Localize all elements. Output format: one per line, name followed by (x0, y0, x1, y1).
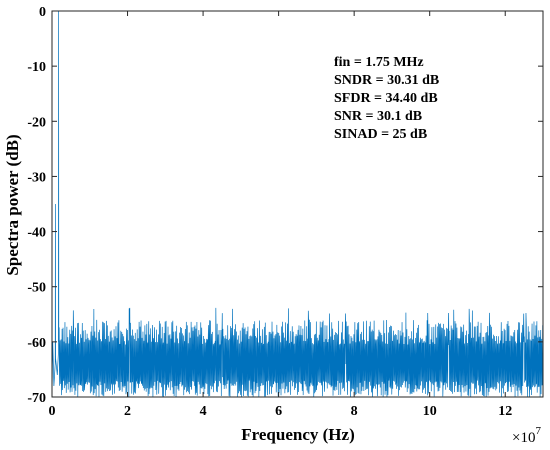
annotation-snr: SNR = 30.1 dB (334, 109, 422, 124)
y-tick-label: -70 (27, 391, 46, 406)
plot-area (51, 10, 544, 398)
y-tick-label: -60 (27, 336, 46, 351)
y-tick-label: -50 (27, 281, 46, 296)
x-axis-label: Frequency (Hz) (241, 425, 354, 444)
y-tick-label: 0 (39, 5, 46, 20)
annotation-fin: fin = 1.75 MHz (334, 55, 424, 70)
x-scale-base: ×10 (512, 430, 535, 446)
annotation-sfdr: SFDR = 34.40 dB (334, 91, 438, 106)
y-tick-label: -10 (27, 60, 46, 75)
x-tick-label: 2 (124, 404, 131, 419)
axes-box (51, 10, 544, 398)
y-tick-label: -40 (27, 226, 46, 241)
x-tick-label: 4 (200, 404, 207, 419)
y-axis-label: Spectra power (dB) (3, 134, 22, 275)
annotation-sndr: SNDR = 30.31 dB (334, 73, 439, 88)
x-tick-label: 12 (498, 404, 512, 419)
tick-labels: 0 2 4 6 8 10 12 0 -10 -20 -30 -40 -50 -60 -70 (27, 5, 512, 419)
annotation-sinad: SINAD = 25 dB (334, 127, 427, 142)
spectrum-series-line (51, 10, 544, 398)
x-tick-label: 0 (49, 404, 56, 419)
x-tick-label: 6 (275, 404, 282, 419)
y-tick-label: -20 (27, 115, 46, 130)
metrics-annotation: fin = 1.75 MHz SNDR = 30.31 dB SFDR = 34… (334, 55, 439, 142)
x-scale-factor: ×107 (512, 425, 541, 446)
y-tick-label: -30 (27, 170, 46, 185)
x-scale-exponent: 7 (535, 425, 541, 437)
axis-ticks (51, 10, 543, 398)
x-tick-label: 10 (423, 404, 437, 419)
x-tick-label: 8 (351, 404, 358, 419)
